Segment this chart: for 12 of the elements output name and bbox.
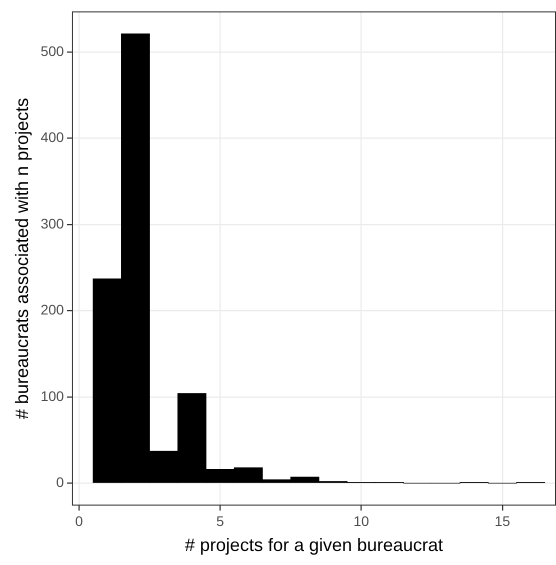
y-tick-label: 500 [40,42,64,59]
x-tick-label: 0 [75,512,84,529]
y-tick-label: 200 [40,302,64,318]
x-tick-label: 5 [216,512,224,529]
y-tick-label: 0 [56,474,64,490]
y-tick-label: 300 [40,215,64,232]
y-tick-label: 100 [40,388,64,404]
y-axis-title: # bureaucrats associated with n projects [12,98,32,420]
x-axis-title: # projects for a given bureaucrat [184,535,444,556]
x-tick-label: 10 [353,512,370,529]
y-tick-label: 400 [40,129,64,146]
x-tick-label: 15 [494,512,510,529]
